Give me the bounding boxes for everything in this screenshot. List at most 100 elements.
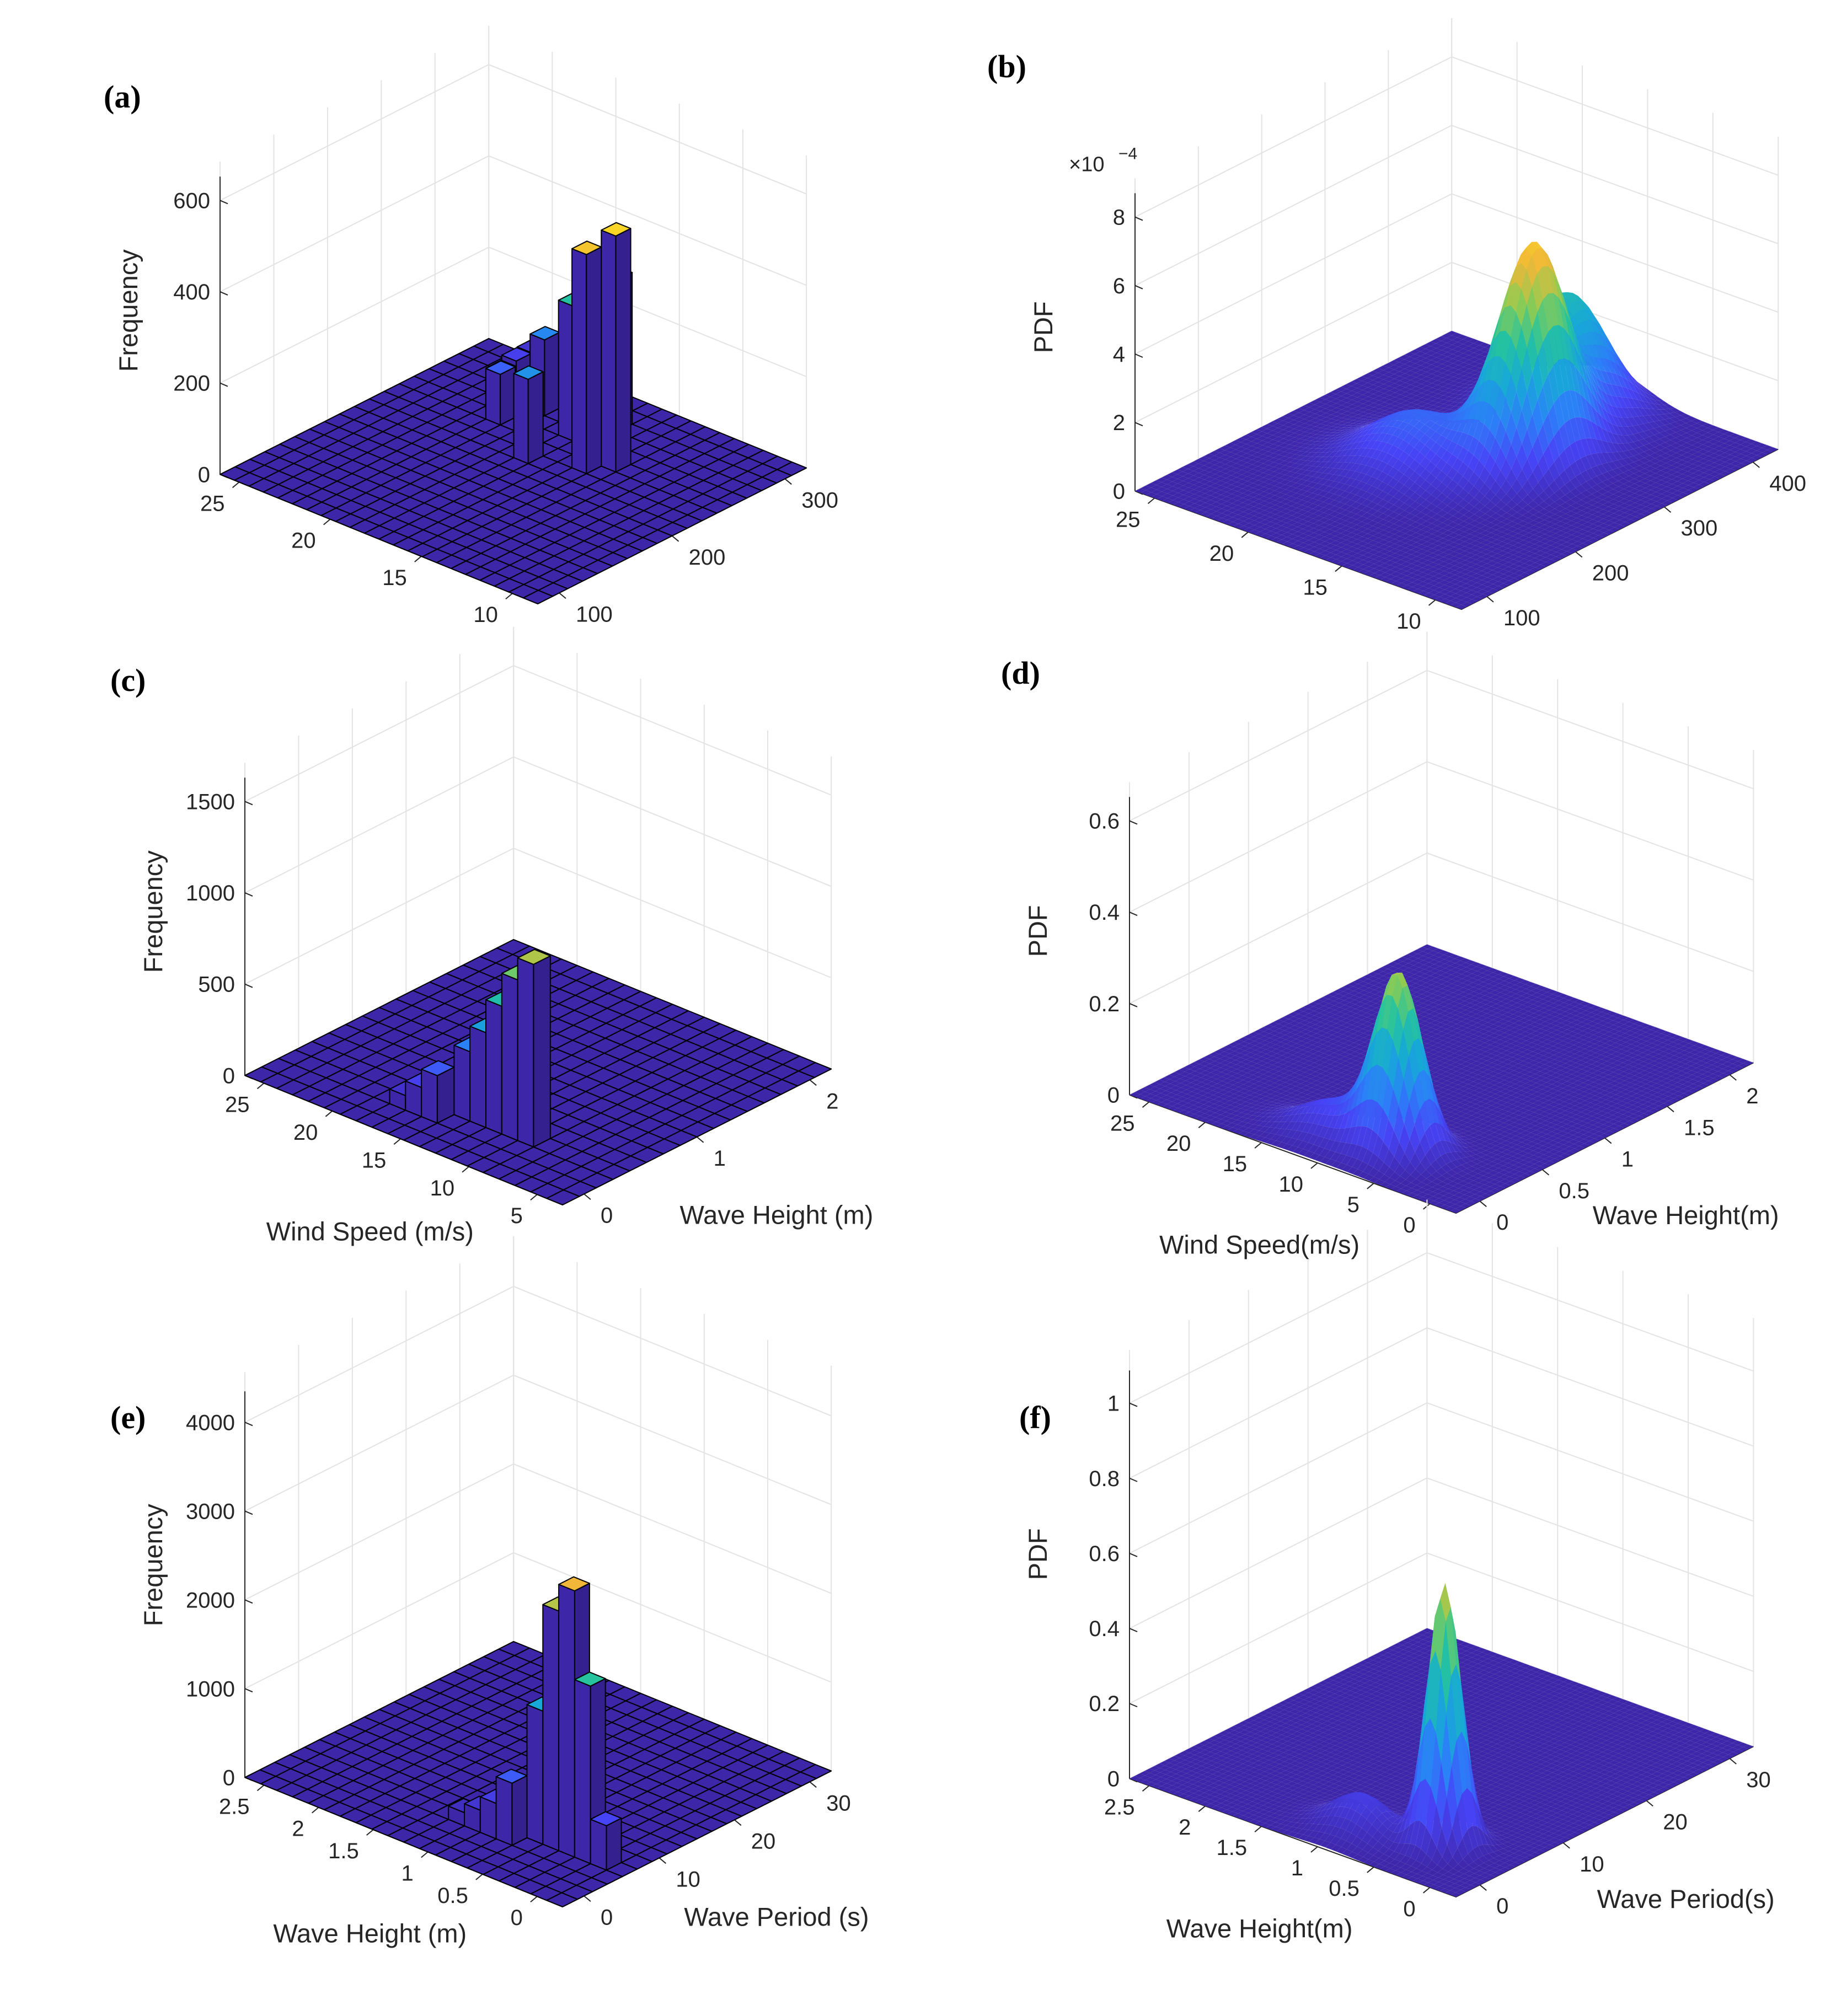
surface-patch — [1156, 482, 1167, 487]
surface-patch — [1354, 427, 1365, 433]
surface-patch — [1224, 443, 1236, 448]
surface-patch — [1364, 422, 1375, 424]
surface-patch — [1331, 423, 1342, 427]
surface-patch — [1226, 480, 1237, 485]
surface-patch — [1278, 434, 1289, 439]
surface-patch — [1338, 444, 1350, 452]
surface-patch — [1410, 372, 1421, 378]
surface-patch — [1399, 364, 1410, 369]
surface-patch — [1193, 482, 1205, 487]
surface-patch — [1342, 415, 1353, 420]
surface-patch — [1443, 392, 1454, 397]
bar-face — [544, 331, 560, 416]
surface-patch — [1452, 346, 1463, 352]
surface-patch — [1421, 381, 1432, 386]
surface-patch — [1463, 355, 1474, 360]
bar — [421, 1060, 455, 1124]
surface-patch — [1336, 396, 1347, 401]
surface-patch — [1351, 379, 1362, 384]
surface-patch — [1304, 421, 1315, 425]
surface-patch — [1166, 472, 1177, 477]
surface-patch — [1326, 415, 1337, 419]
surface-patch — [1315, 415, 1326, 420]
surface-patch — [1274, 478, 1286, 483]
surface-patch — [1317, 462, 1328, 468]
surface-patch — [1173, 488, 1184, 493]
surface-patch — [1232, 496, 1243, 501]
y-tick-label: 300 — [1680, 516, 1717, 540]
surface-patch — [1331, 412, 1342, 416]
surface-patch — [1343, 435, 1355, 442]
surface-patch — [1330, 399, 1342, 404]
z-tick-label: 8 — [1113, 206, 1125, 230]
surface-patch — [1294, 421, 1305, 426]
surface-patch — [1463, 360, 1475, 364]
surface-patch — [1225, 457, 1236, 462]
surface-patch — [1263, 465, 1274, 470]
surface-patch — [1316, 441, 1328, 446]
surface-patch — [1232, 486, 1243, 491]
surface-patch — [1290, 468, 1301, 473]
surface-patch — [1415, 351, 1426, 356]
surface-patch — [1225, 461, 1237, 467]
surface-patch — [1252, 480, 1264, 485]
x-tick-label: 10 — [1396, 609, 1421, 634]
surface-patch — [1463, 350, 1474, 356]
surface-patch — [1373, 377, 1384, 382]
surface-patch — [1459, 391, 1470, 395]
y-tick-label: 300 — [801, 488, 838, 512]
surface-patch — [1182, 469, 1193, 474]
surface-patch — [1209, 460, 1220, 465]
z-tick — [1134, 353, 1143, 358]
surface-patch — [1259, 501, 1270, 506]
surface-patch — [1300, 456, 1312, 461]
surface-patch — [1448, 394, 1460, 398]
surface-patch — [1443, 405, 1455, 410]
z-tick-label: 500 — [198, 973, 235, 997]
surface-patch — [1316, 452, 1328, 457]
x-tick — [462, 1166, 469, 1173]
surface-patch — [1225, 447, 1236, 452]
surface-patch — [1252, 466, 1264, 471]
z-tick-label: 1000 — [186, 881, 235, 905]
surface-patch — [1432, 376, 1443, 380]
surface — [1135, 242, 1779, 609]
surface-patch — [1305, 444, 1316, 449]
surface-patch — [1264, 484, 1275, 489]
surface-patch — [1379, 393, 1390, 398]
surface-patch — [1320, 404, 1331, 409]
surface-patch — [1267, 421, 1278, 426]
surface-patch — [1453, 369, 1464, 374]
surface-patch — [1331, 420, 1342, 424]
surface-patch — [1268, 453, 1279, 458]
surface-patch — [1251, 438, 1262, 443]
surface-patch — [1200, 498, 1211, 503]
surface-patch — [1431, 366, 1443, 372]
surface-patch — [1458, 371, 1470, 376]
surface-patch — [1400, 405, 1412, 409]
surface-patch — [1264, 494, 1275, 498]
surface-patch — [1222, 506, 1233, 511]
surface-patch — [1426, 360, 1437, 365]
surface-patch — [1240, 435, 1251, 439]
surface-patch — [1235, 442, 1246, 447]
surface-patch — [1363, 420, 1375, 422]
surface-patch — [1283, 427, 1294, 432]
surface-patch — [1252, 452, 1263, 457]
surface-patch — [1204, 472, 1215, 477]
surface-patch — [1268, 448, 1279, 453]
surface-patch — [1409, 349, 1421, 355]
surface-patch — [1203, 453, 1214, 458]
surface-patch — [1442, 352, 1453, 357]
surface-patch — [1362, 387, 1373, 392]
z-tick-label: 1500 — [186, 790, 235, 814]
surface-patch — [1452, 337, 1463, 342]
surface-patch — [1336, 405, 1347, 410]
surface-patch — [1156, 487, 1168, 492]
surface-patch — [1221, 482, 1232, 487]
surface-patch — [1405, 384, 1416, 389]
x-axis-label: Wind Speed (m/s) — [266, 1216, 474, 1246]
surface-patch — [1342, 422, 1353, 426]
x-tick-label: 10 — [473, 603, 498, 627]
surface-patch — [1325, 401, 1336, 406]
